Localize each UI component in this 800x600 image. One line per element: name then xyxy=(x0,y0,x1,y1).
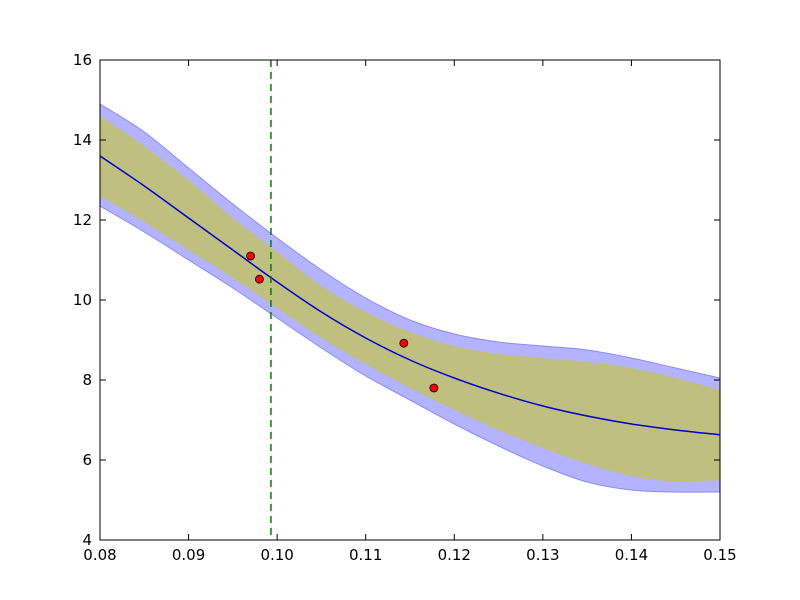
x-tick-label: 0.15 xyxy=(703,546,736,564)
x-tick-label: 0.09 xyxy=(172,546,205,564)
plot-area xyxy=(100,60,720,540)
data-point xyxy=(399,338,409,348)
x-tick-label: 0.13 xyxy=(526,546,559,564)
y-tick-label: 16 xyxy=(73,51,92,69)
x-tick-label: 0.08 xyxy=(83,546,116,564)
data-point xyxy=(429,383,439,393)
data-points xyxy=(246,251,439,393)
y-tick-label: 14 xyxy=(73,131,92,149)
x-tick-label: 0.14 xyxy=(615,546,648,564)
x-tick-label: 0.11 xyxy=(349,546,382,564)
data-point xyxy=(246,251,255,261)
mean-curve xyxy=(100,155,720,436)
data-point xyxy=(255,274,264,284)
x-axis: 0.08 0.09 0.10 0.11 0.12 0.13 0.14 0.15 xyxy=(83,60,737,564)
y-tick-label: 6 xyxy=(82,451,92,469)
y-tick-label: 12 xyxy=(73,211,92,229)
x-tick-label: 0.12 xyxy=(438,546,471,564)
y-axis: 4 6 8 10 12 14 16 xyxy=(73,51,720,549)
inner-confidence-band xyxy=(100,116,720,483)
y-tick-label: 8 xyxy=(82,371,92,389)
y-tick-label: 10 xyxy=(73,291,92,309)
y-tick-label: 4 xyxy=(82,531,92,549)
x-tick-label: 0.10 xyxy=(260,546,293,564)
